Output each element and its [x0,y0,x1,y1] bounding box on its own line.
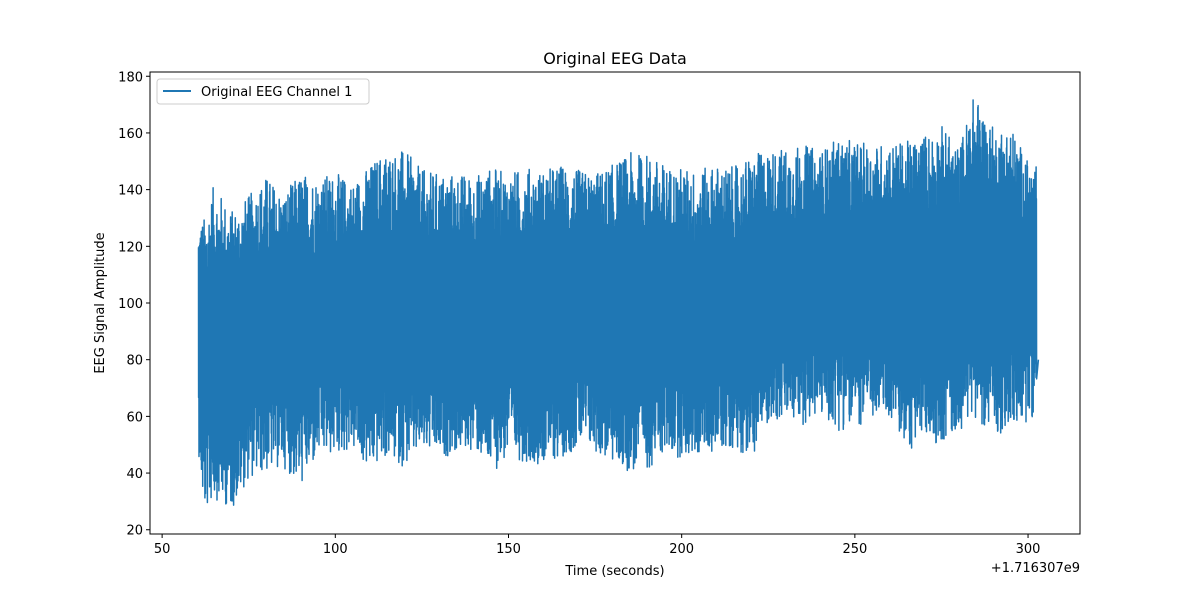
x-tick-label: 150 [496,542,521,557]
x-axis-label: Time (seconds) [564,564,664,579]
x-tick-label: 200 [669,542,694,557]
y-axis-ticks: 20 40 60 80 100 120 140 160 180 [118,70,150,539]
x-axis-offset-label: +1.716307e9 [991,561,1080,576]
y-axis-label: EEG Signal Amplitude [93,232,108,373]
y-tick-label: 80 [126,354,143,369]
y-tick-label: 20 [126,524,143,539]
y-tick-label: 180 [118,70,143,85]
legend-box [156,78,370,105]
plot-area [197,99,1040,506]
x-axis-ticks: 50 100 150 200 250 300 [154,534,1041,557]
y-tick-label: 60 [126,410,143,425]
x-tick-label: 250 [842,542,867,557]
chart-title: Original EEG Data [543,49,687,68]
y-tick-label: 140 [118,184,143,199]
y-tick-label: 120 [118,240,143,255]
x-tick-label: 100 [323,542,348,557]
x-tick-label: 300 [1016,542,1041,557]
y-tick-label: 40 [126,467,143,482]
x-tick-label: 50 [154,542,171,557]
legend: Original EEG Channel 1 [156,78,370,105]
y-tick-label: 100 [118,297,143,312]
signal-line-series [197,99,1040,506]
y-tick-label: 160 [118,127,143,142]
legend-entry-label: Original EEG Channel 1 [201,85,352,100]
eeg-channel-1-line [197,99,1040,506]
